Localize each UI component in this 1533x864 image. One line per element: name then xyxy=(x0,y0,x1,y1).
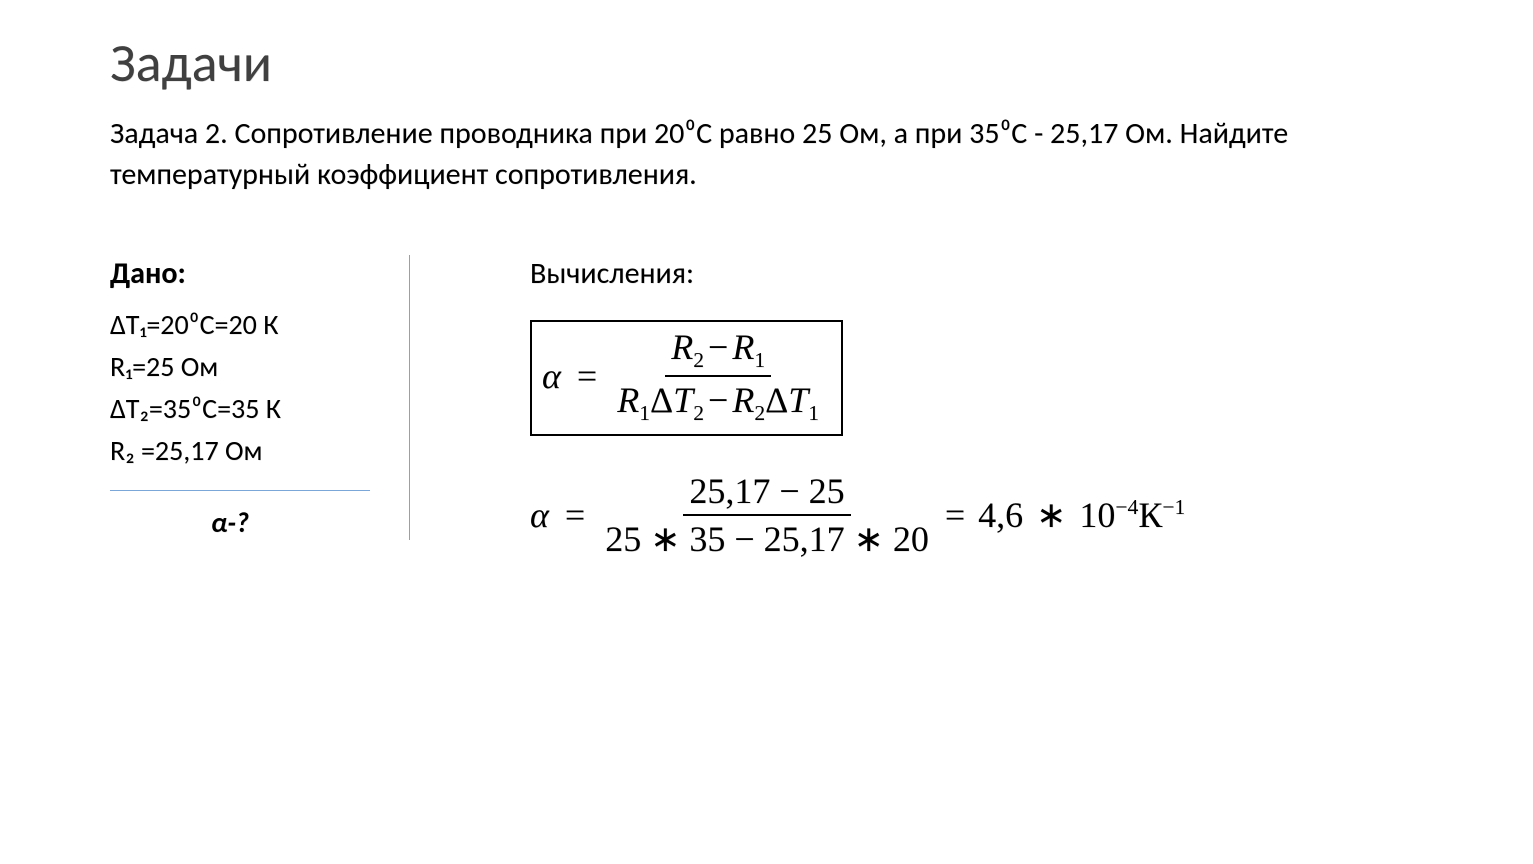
given-dt2: ΔT₂=35⁰C=35 К xyxy=(110,388,389,430)
fraction-1-denominator: R1ΔT2−R2ΔT1 xyxy=(611,377,825,426)
fraction-1: R2−R1 R1ΔT2−R2ΔT1 xyxy=(611,326,825,426)
fraction-2-denominator: 25 ∗ 35 − 25,17 ∗ 20 xyxy=(599,516,935,560)
slide-title: Задачи xyxy=(110,30,1433,96)
formula-boxed-row: α = R2−R1 R1ΔT2−R2ΔT1 xyxy=(530,320,1433,436)
given-column: Дано: ΔT₁=20⁰C=20 К R₁=25 Ом ΔT₂=35⁰C=35… xyxy=(110,255,410,540)
given-separator xyxy=(110,490,370,491)
equals-sign-2: = xyxy=(565,494,585,536)
fraction-2: 25,17 − 25 25 ∗ 35 − 25,17 ∗ 20 xyxy=(599,470,935,560)
find-label: α-? xyxy=(110,505,350,540)
equals-sign: = xyxy=(577,355,597,397)
problem-statement: Задача 2. Сопротивление проводника при 2… xyxy=(110,114,1433,195)
fraction-2-numerator: 25,17 − 25 xyxy=(683,470,850,516)
content-row: Дано: ΔT₁=20⁰C=20 К R₁=25 Ом ΔT₂=35⁰C=35… xyxy=(110,255,1433,594)
slide: Задачи Задача 2. Сопротивление проводник… xyxy=(0,0,1533,864)
formula-numeric-row: α = 25,17 − 25 25 ∗ 35 − 25,17 ∗ 20 = 4,… xyxy=(530,470,1433,560)
alpha-symbol-2: α xyxy=(530,494,549,536)
fraction-1-numerator: R2−R1 xyxy=(665,326,771,377)
given-r1: R₁=25 Ом xyxy=(110,346,389,388)
given-header: Дано: xyxy=(110,255,389,292)
given-r2: R₂ =25,17 Ом xyxy=(110,430,389,472)
formula-box: α = R2−R1 R1ΔT2−R2ΔT1 xyxy=(530,320,843,436)
calc-column: Вычисления: α = R2−R1 R1ΔT2−R2ΔT1 xyxy=(410,255,1433,594)
result-value: = 4,6 ∗ 10−4К−1 xyxy=(941,494,1185,536)
alpha-symbol: α xyxy=(542,355,561,397)
calc-header: Вычисления: xyxy=(530,255,1433,292)
given-dt1: ΔT₁=20⁰C=20 К xyxy=(110,304,389,346)
